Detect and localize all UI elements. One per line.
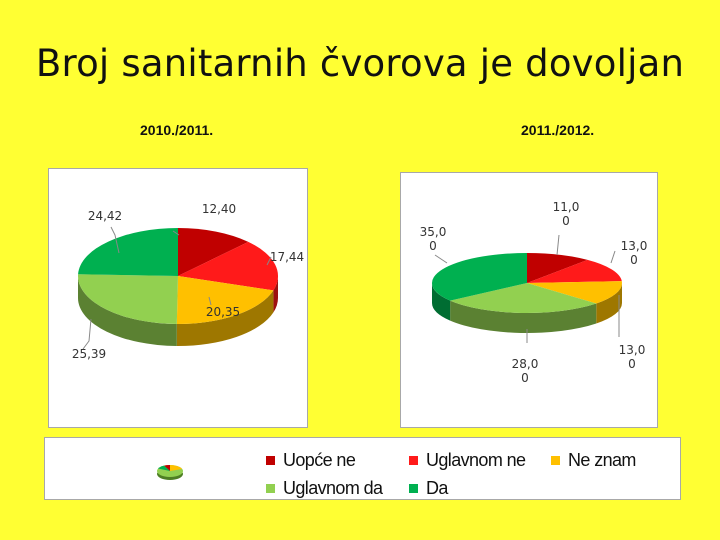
legend-swatch: [409, 456, 418, 465]
pie-chart-2011-2012: 11,0 0 13,0 0 13,0 0 28,0 0 35,0 0: [420, 200, 648, 385]
legend-item-uopce-ne: Uopće ne: [266, 450, 356, 471]
data-label: 28,0 0: [512, 357, 539, 385]
legend-label: Uopće ne: [283, 450, 356, 470]
data-label: 20,35: [206, 305, 240, 319]
pie-slice-side: [176, 290, 274, 346]
leader-line: [556, 234, 560, 256]
chart-1-panel: 12,40 17,44 20,35 25,39 24,42: [48, 168, 308, 428]
pie-slice: [176, 276, 274, 324]
pie-slice: [178, 241, 278, 291]
legend-label: Da: [426, 478, 448, 498]
data-label: 11,0 0: [553, 200, 580, 228]
mini-pie-icon: [157, 464, 183, 480]
legend-swatch: [409, 484, 418, 493]
pie-slice-side: [432, 283, 451, 321]
pie-slice: [432, 253, 527, 301]
data-label: 13,0 0: [621, 239, 648, 267]
pie-slice: [527, 259, 622, 283]
chart-1-title: 2010./2011.: [140, 122, 214, 138]
legend-label: Ne znam: [568, 450, 636, 470]
leader-line: [266, 256, 272, 266]
data-label: 17,44: [270, 250, 304, 264]
legend-swatch: [551, 456, 560, 465]
legend-item-ne-znam: Ne znam: [551, 450, 636, 471]
chart-2-title: 2011./2012.: [521, 122, 595, 138]
pie-slice-side: [78, 276, 177, 346]
legend-swatch: [266, 456, 275, 465]
legend: Uopće ne Uglavnom ne Ne znam Uglavnom da…: [44, 437, 681, 500]
pie-slice-side: [596, 283, 622, 324]
data-label: 25,39: [72, 347, 106, 361]
pie-slice: [450, 283, 597, 313]
data-label: 24,42: [88, 209, 122, 223]
leader-line: [110, 226, 120, 254]
legend-swatch: [266, 484, 275, 493]
legend-label: Uglavnom ne: [426, 450, 526, 470]
page-title: Broj sanitarnih čvorova je dovoljan: [35, 42, 685, 85]
data-label: 35,0 0: [420, 225, 447, 253]
legend-label: Uglavnom da: [283, 478, 383, 498]
pie-slice-side: [273, 276, 278, 313]
pie-slice: [78, 228, 178, 276]
leader-line: [172, 230, 180, 236]
pie-chart-2010-2011: 12,40 17,44 20,35 25,39 24,42: [72, 202, 304, 361]
chart-2-panel: 11,0 0 13,0 0 13,0 0 28,0 0 35,0 0: [400, 172, 658, 428]
pie-slice-side: [450, 300, 597, 333]
pie-slice: [527, 281, 622, 304]
leader-line: [610, 250, 616, 264]
legend-item-uglavnom-ne: Uglavnom ne: [409, 450, 526, 471]
data-label: 13,0 0: [619, 343, 646, 371]
legend-item-da: Da: [409, 478, 448, 499]
leader-line: [82, 318, 92, 350]
data-label: 12,40: [202, 202, 236, 216]
legend-item-uglavnom-da: Uglavnom da: [266, 478, 383, 499]
pie-slice: [78, 274, 178, 324]
pie-slice: [178, 228, 249, 276]
leader-line: [434, 254, 448, 264]
leader-line: [208, 296, 212, 306]
pie-slice: [527, 253, 588, 283]
